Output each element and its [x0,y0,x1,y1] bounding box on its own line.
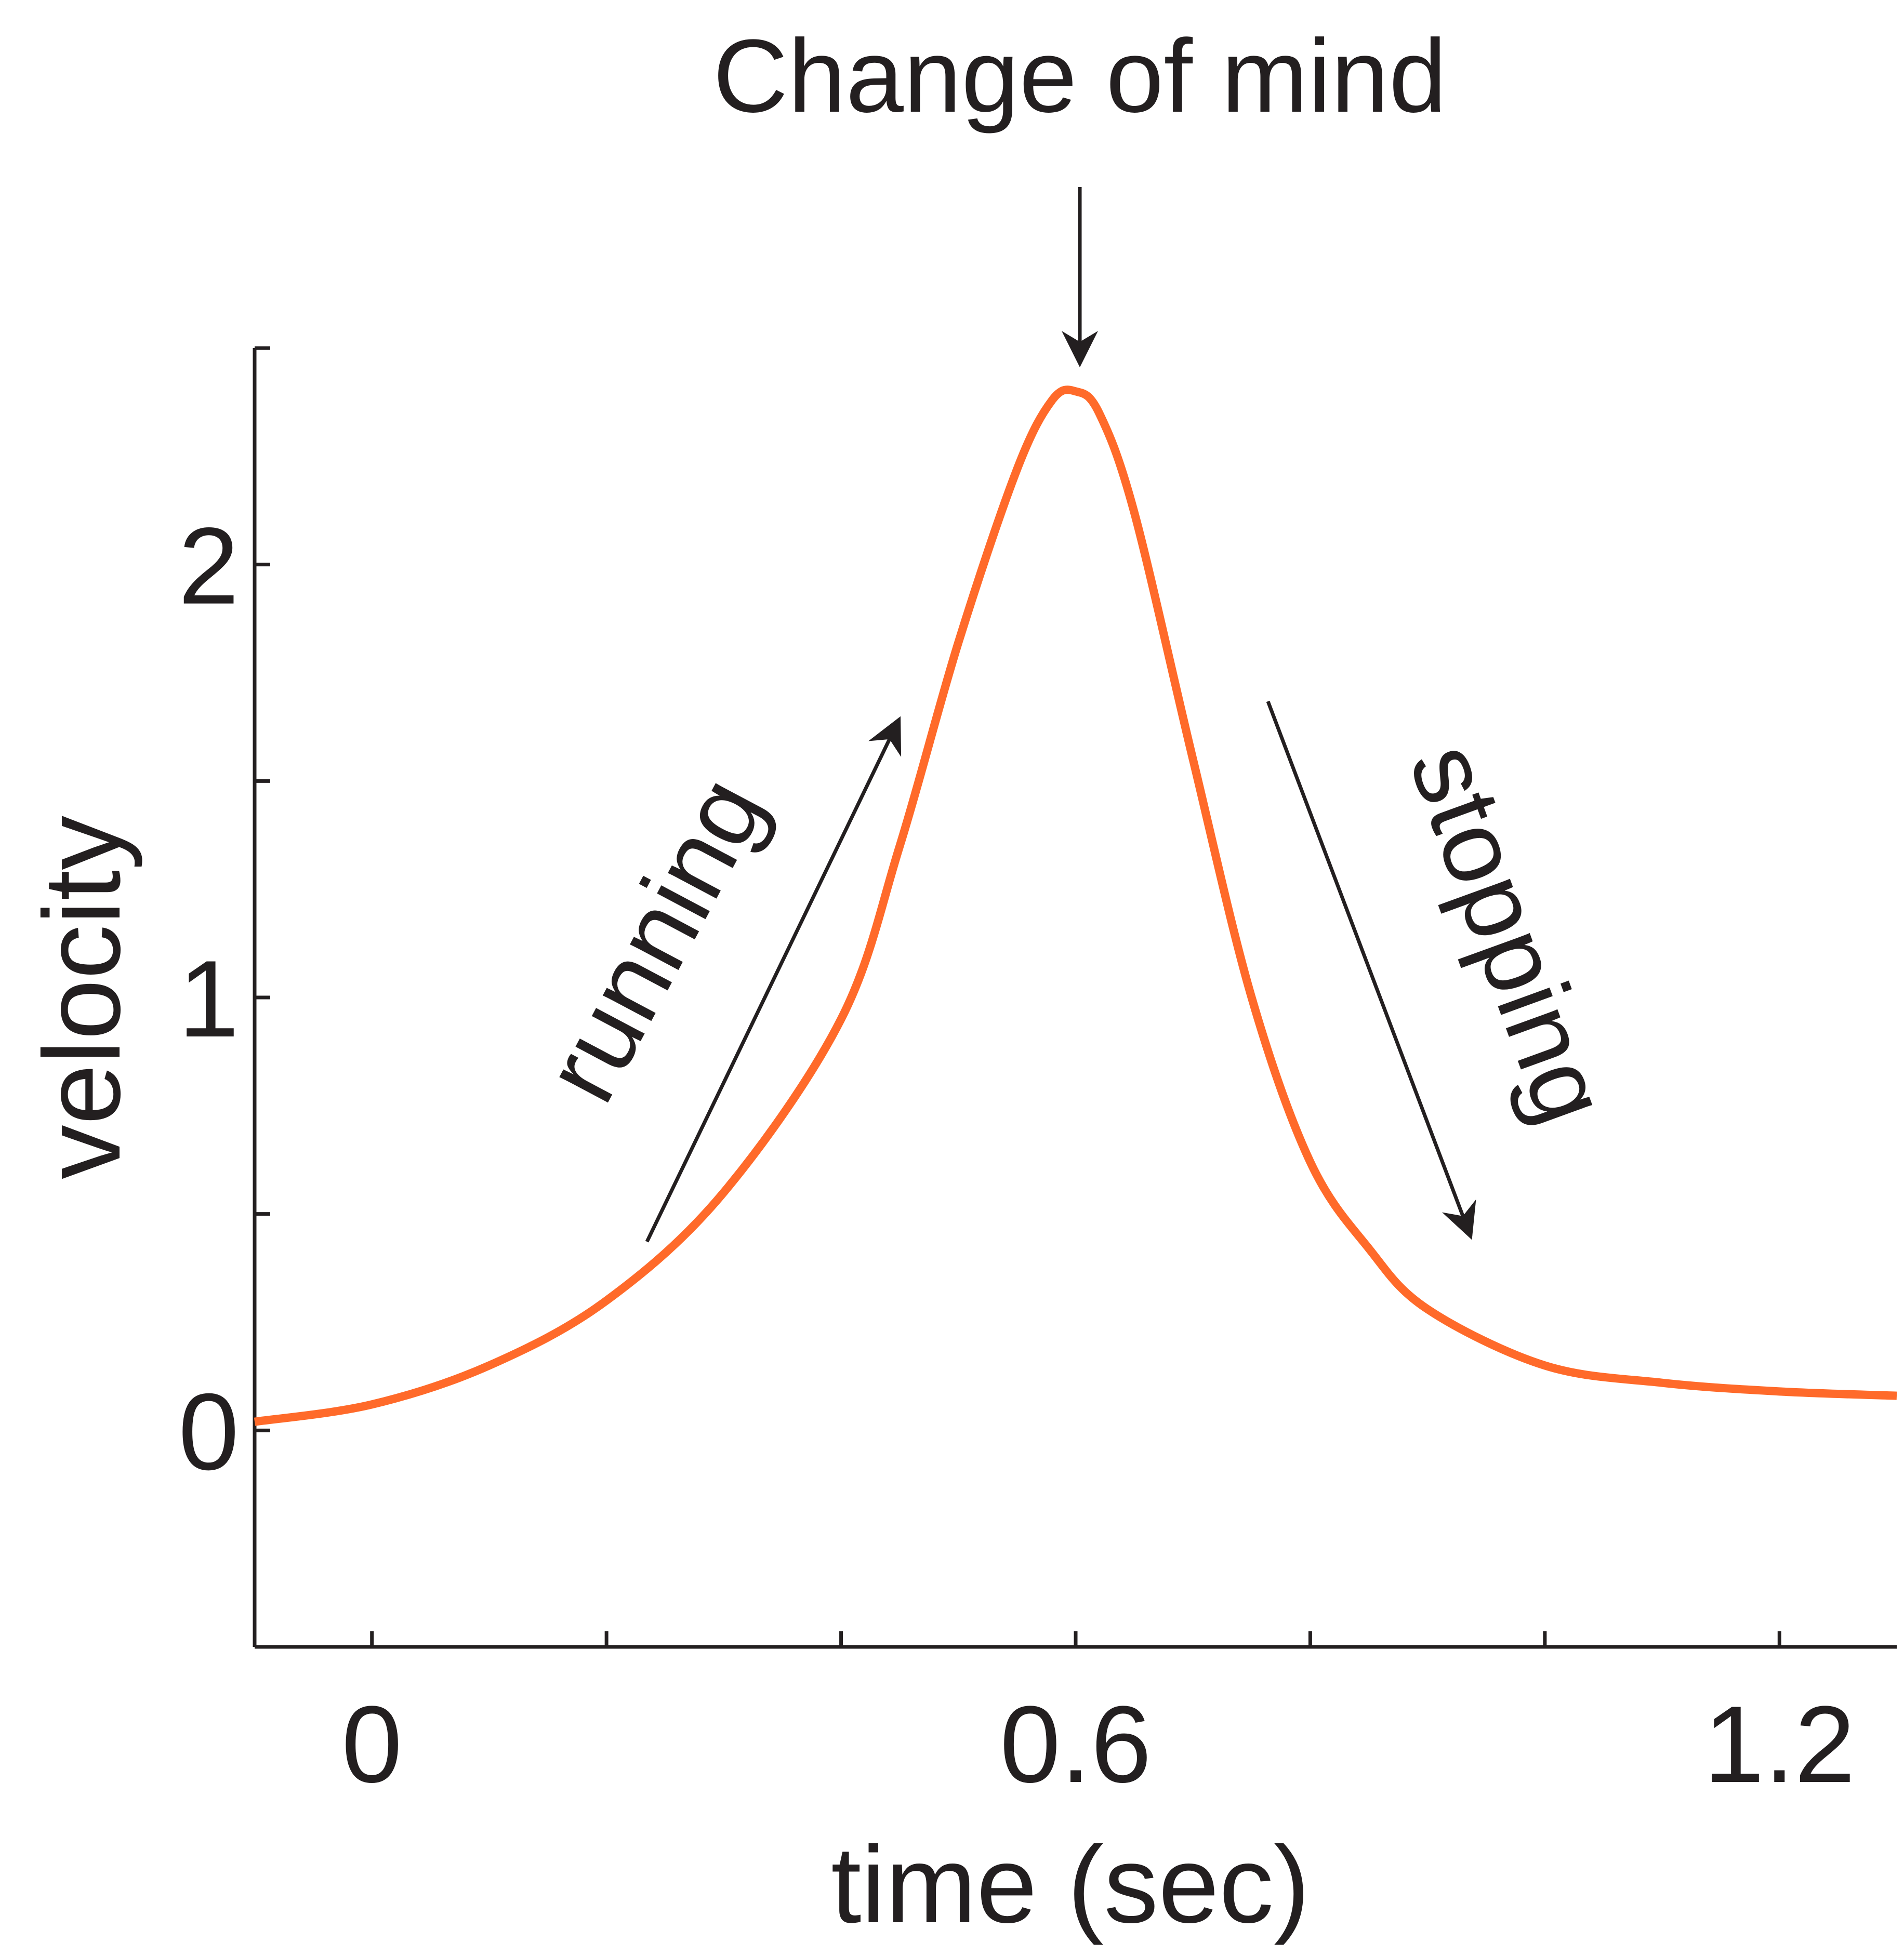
chart-title: Change of mind [713,18,1447,134]
x-ticks: 0 0.6 1.2 [341,1631,1855,1805]
running-arrow [645,716,902,1243]
y-tick-label: 2 [178,505,239,627]
y-axis-title: velocity [21,816,143,1179]
series-layer [254,385,1897,1426]
x-tick-label: 0 [341,1683,402,1805]
stopping-label: stopping [1387,729,1631,1138]
velocity-series-line [254,385,1897,1426]
y-tick-label: 1 [178,938,239,1060]
y-tick-label: 0 [178,1370,239,1493]
y-ticks: 0 1 2 [178,346,270,1649]
x-axis-title: time (sec) [831,1824,1310,1946]
x-tick-label: 0.6 [1000,1683,1152,1805]
stopping-arrow [1266,700,1476,1240]
x-tick-label: 1.2 [1703,1683,1855,1805]
running-label: running [522,759,787,1120]
axes: 0 0.6 1.2 0 1 2 [178,346,1897,1805]
annotations: Change of mind running stopping [522,18,1631,1243]
